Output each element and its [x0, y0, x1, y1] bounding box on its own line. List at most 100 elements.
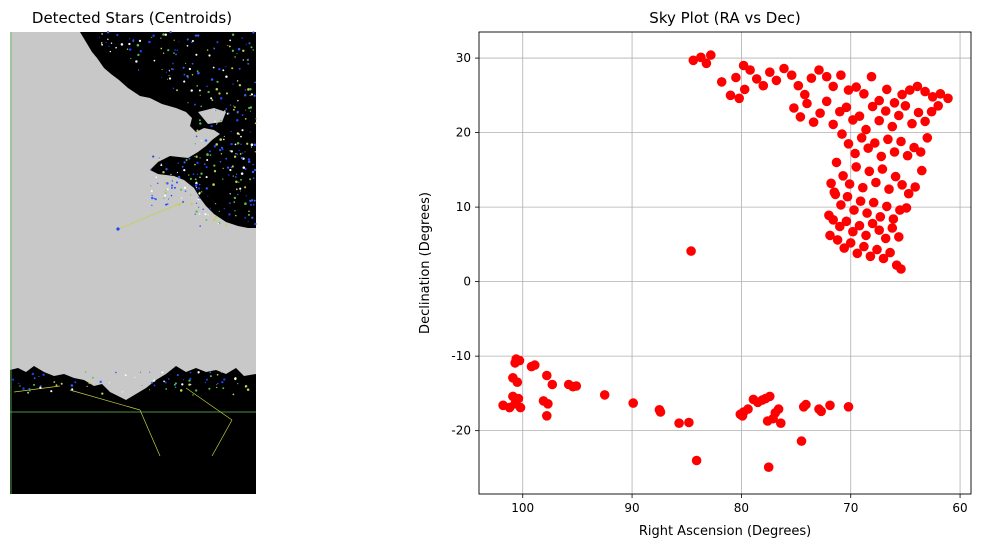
data-point [933, 101, 943, 111]
centroid-dot [32, 383, 36, 386]
centroid-dot [174, 382, 177, 385]
data-point [867, 101, 878, 112]
x-tick-label: 60 [952, 501, 967, 515]
data-point [836, 200, 846, 210]
centroid-dot [223, 207, 225, 210]
data-point [851, 82, 861, 92]
centroid-dot [188, 174, 190, 176]
centroid-dot [108, 382, 110, 384]
centroid-dot [151, 36, 153, 39]
data-point [884, 184, 894, 194]
centroid-dot [251, 216, 254, 219]
centroid-dot [252, 163, 254, 166]
centroid-dot [183, 73, 186, 76]
star-image [10, 30, 257, 494]
centroid-dot [214, 109, 216, 112]
centroid-dot [237, 99, 239, 102]
centroid-dot [215, 88, 219, 91]
centroid-dot [236, 141, 240, 145]
centroid-dot [196, 188, 198, 190]
centroid-dot [250, 93, 254, 96]
data-points [498, 50, 953, 473]
y-tick-label: 0 [463, 275, 471, 289]
data-point [786, 70, 797, 80]
data-point [885, 247, 895, 258]
centroid-dot [101, 33, 103, 35]
data-point [889, 147, 900, 157]
data-point [874, 115, 884, 126]
centroid-dot [212, 183, 215, 186]
data-point [922, 133, 933, 143]
centroid-dot [22, 387, 25, 390]
centroid-dot [190, 89, 193, 92]
data-point [861, 230, 871, 241]
centroid-dot [216, 384, 218, 386]
centroid-dot [228, 213, 231, 216]
centroid-dot [139, 50, 142, 53]
y-axis-label: Declination (Degrees) [418, 192, 433, 334]
centroid-dot [249, 131, 251, 133]
centroid-dot [228, 45, 231, 48]
data-point [894, 232, 904, 242]
centroid-dot [247, 158, 251, 161]
centroid-dot [170, 187, 173, 189]
centroid-dot [212, 66, 215, 69]
centroid-dot [150, 381, 153, 384]
data-point [865, 251, 876, 262]
centroid-dot [222, 178, 224, 180]
centroid-dot [207, 195, 209, 197]
centroid-dot [234, 377, 237, 381]
centroid-dot [249, 88, 252, 91]
centroid-dot [128, 48, 132, 51]
centroid-dot [198, 213, 201, 215]
data-point [731, 72, 741, 83]
centroid-dot [210, 78, 214, 81]
data-point [836, 70, 846, 80]
centroid-dot [231, 49, 235, 52]
data-point [831, 157, 842, 168]
centroid-dot [164, 181, 167, 184]
data-point [716, 77, 727, 87]
data-point [877, 164, 888, 174]
centroid-dot [141, 385, 143, 387]
centroid-dot [195, 135, 198, 138]
centroid-dot [137, 53, 140, 57]
centroid-dot [196, 180, 198, 182]
centroid-dot [161, 69, 163, 71]
data-point [867, 218, 878, 229]
centroid-dot [208, 54, 211, 57]
data-point [863, 143, 873, 153]
centroid-dot [250, 203, 252, 206]
centroid-dot [173, 39, 175, 41]
centroid-dot [175, 53, 177, 56]
centroid-dot [206, 378, 208, 381]
y-tick-label: 10 [456, 200, 471, 214]
centroid-dot [170, 173, 172, 175]
centroid-dot [71, 388, 74, 391]
centroid-dot [226, 166, 230, 169]
centroid-dot [249, 199, 252, 203]
centroid-dot [253, 199, 256, 202]
data-point [701, 58, 712, 69]
centroid-dot [174, 386, 177, 389]
centroid-dot [206, 49, 209, 51]
centroid-dot [207, 90, 210, 94]
centroid-dot [182, 200, 185, 203]
centroid-dot [138, 39, 142, 43]
centroid-dot [242, 152, 244, 154]
centroid-dot [151, 204, 153, 206]
centroid-dot [242, 49, 245, 53]
centroid-dot [237, 47, 241, 51]
centroid-dot [220, 153, 223, 155]
centroid-dot [124, 374, 127, 377]
centroid-dot [198, 183, 201, 186]
centroid-dot [160, 163, 162, 165]
data-point [789, 103, 799, 113]
centroid-dot [110, 42, 113, 44]
centroid-dot [239, 190, 242, 192]
centroid-dot [205, 187, 208, 190]
centroid-dot [132, 38, 135, 41]
data-point [734, 93, 744, 104]
centroid-dot [153, 379, 156, 382]
data-point [542, 370, 552, 381]
